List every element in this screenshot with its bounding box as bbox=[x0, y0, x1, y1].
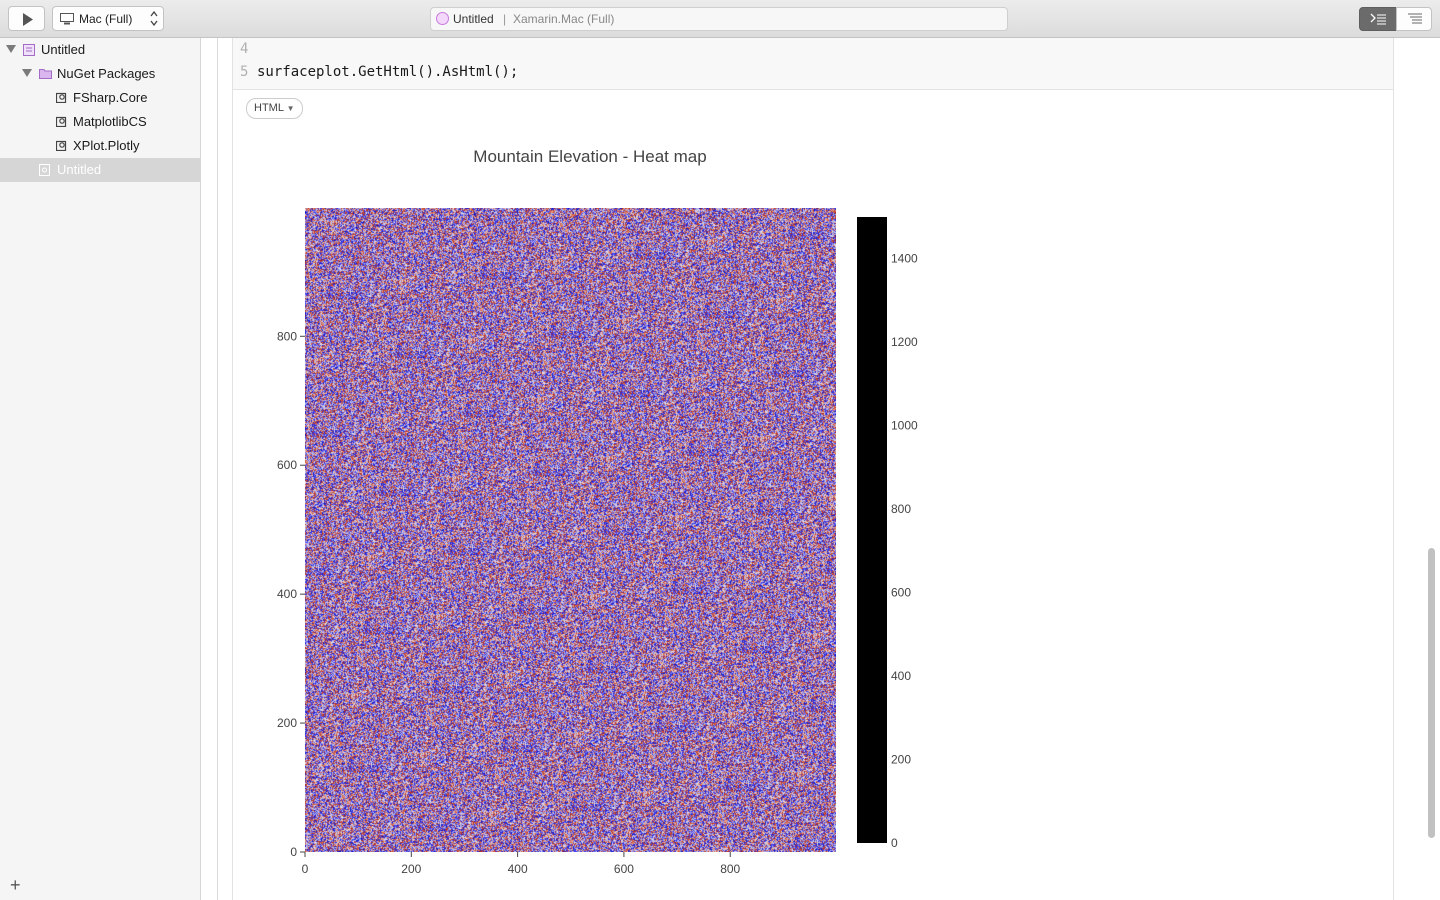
list-icon bbox=[1408, 13, 1422, 24]
environment-label: Xamarin.Mac (Full) bbox=[513, 12, 615, 26]
outline-view-button[interactable] bbox=[1359, 7, 1397, 31]
vertical-scrollbar[interactable] bbox=[1428, 548, 1435, 838]
y-axis: 0 200 400 600 800 bbox=[277, 329, 305, 859]
y-tick-label: 0 bbox=[290, 845, 297, 859]
colorbar-tick-label: 400 bbox=[891, 669, 911, 683]
colorbar: 0 200 400 600 800 1000 1200 1400 bbox=[857, 217, 918, 850]
disclosure-open-icon[interactable] bbox=[22, 69, 32, 78]
package-icon bbox=[56, 92, 67, 103]
divider bbox=[217, 38, 218, 900]
sidebar-item-workbook[interactable]: Untitled bbox=[0, 38, 200, 62]
plot-area bbox=[305, 208, 836, 852]
workbook-icon bbox=[23, 44, 35, 56]
target-selector[interactable]: Mac (Full) bbox=[52, 6, 164, 31]
play-icon bbox=[23, 13, 33, 26]
document-title-field: Untitled | Xamarin.Mac (Full) bbox=[430, 7, 1008, 31]
chevron-updown-icon bbox=[150, 11, 158, 26]
code-editor[interactable]: 4 5 surfaceplot.GetHtml().AsHtml(); bbox=[233, 38, 1393, 90]
sidebar-item-xplot-plotly[interactable]: XPlot.Plotly bbox=[0, 134, 200, 158]
package-icon bbox=[56, 116, 67, 127]
sidebar-item-matplotlibcs[interactable]: MatplotlibCS bbox=[0, 110, 200, 134]
sidebar-item-label: Untitled bbox=[41, 42, 86, 57]
colorbar-tick-label: 1000 bbox=[891, 419, 918, 433]
colorbar-tick-label: 1200 bbox=[891, 335, 918, 349]
x-axis: 0 200 400 600 800 bbox=[302, 852, 741, 876]
x-tick-label: 400 bbox=[508, 862, 528, 876]
sidebar-item-label: Untitled bbox=[57, 162, 102, 177]
colorbar-tick-label: 0 bbox=[891, 836, 898, 850]
package-icon bbox=[56, 140, 67, 151]
sidebar-item-label: XPlot.Plotly bbox=[73, 138, 140, 153]
colorbar-tick-label: 600 bbox=[891, 586, 911, 600]
line-number: 4 bbox=[240, 41, 249, 57]
toolbar: Mac (Full) Untitled | Xamarin.Mac (Full) bbox=[0, 0, 1440, 38]
y-tick-label: 600 bbox=[277, 458, 297, 472]
device-icon bbox=[60, 13, 74, 25]
colorbar-tick-label: 1400 bbox=[891, 252, 918, 266]
add-button[interactable]: + bbox=[10, 875, 21, 895]
chart-title: Mountain Elevation - Heat map bbox=[473, 147, 706, 166]
colorbar-bar bbox=[857, 217, 887, 843]
y-tick-label: 800 bbox=[277, 329, 297, 343]
list-view-button[interactable] bbox=[1396, 7, 1432, 31]
output-format-label: HTML bbox=[254, 102, 284, 114]
y-tick-label: 400 bbox=[277, 587, 297, 601]
colorbar-tick-label: 200 bbox=[891, 753, 911, 767]
workbook-icon bbox=[436, 12, 449, 25]
sidebar-item-fsharp-core[interactable]: FSharp.Core bbox=[0, 86, 200, 110]
x-tick-label: 0 bbox=[302, 862, 309, 876]
document-icon bbox=[39, 164, 50, 176]
code-line[interactable]: surfaceplot.GetHtml().AsHtml(); bbox=[257, 64, 519, 80]
sidebar-item-label: NuGet Packages bbox=[57, 66, 156, 81]
outline-icon bbox=[1370, 13, 1386, 25]
target-label: Mac (Full) bbox=[79, 12, 133, 26]
run-button[interactable] bbox=[8, 6, 45, 31]
y-tick-label: 200 bbox=[277, 716, 297, 730]
sidebar-item-label: FSharp.Core bbox=[73, 90, 148, 105]
line-number: 5 bbox=[240, 64, 249, 80]
x-tick-label: 200 bbox=[401, 862, 421, 876]
heatmap-chart: Mountain Elevation - Heat map 0 200 400 600… bbox=[277, 147, 918, 876]
heatmap-cells bbox=[305, 208, 836, 852]
sidebar-item-label: MatplotlibCS bbox=[73, 114, 147, 129]
sidebar: Untitled NuGet Packages FSharp.Core Matp… bbox=[0, 38, 201, 900]
output-format-dropdown[interactable]: HTML ▼ bbox=[246, 98, 303, 119]
document-title: Untitled bbox=[453, 12, 494, 26]
x-tick-label: 800 bbox=[720, 862, 740, 876]
packages-folder-icon bbox=[39, 69, 52, 79]
colorbar-tick-label: 800 bbox=[891, 502, 911, 516]
disclosure-open-icon[interactable] bbox=[6, 45, 16, 54]
sidebar-item-untitled-document[interactable]: Untitled bbox=[0, 158, 200, 182]
sidebar-item-nuget-packages[interactable]: NuGet Packages bbox=[0, 62, 200, 86]
editor-gutter bbox=[201, 38, 232, 900]
chevron-down-icon: ▼ bbox=[286, 104, 295, 113]
x-tick-label: 600 bbox=[614, 862, 634, 876]
title-separator: | bbox=[503, 12, 507, 26]
